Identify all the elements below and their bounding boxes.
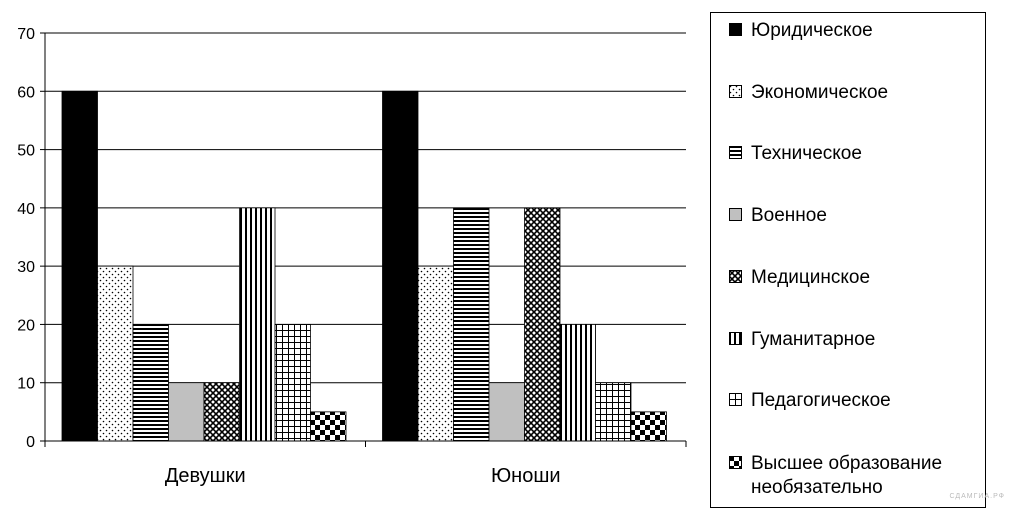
bar [595,382,632,442]
legend-label: Педагогическое [751,390,891,411]
legend-item: Педагогическое [729,389,979,413]
bar [559,324,596,442]
legend: Юридическое Экономическое Техническое Военн… [710,12,986,508]
bar [239,207,276,442]
legend-swatch [729,146,742,159]
bar [310,411,347,442]
legend-label: Гуманитарное [751,329,876,350]
bar [203,382,240,442]
legend-swatch [729,85,742,98]
legend-swatch [729,332,742,345]
legend-label: Медицинское [751,267,871,288]
legend-swatch [729,208,742,221]
legend-item: Техническое [729,142,979,166]
legend-item: Гуманитарное [729,328,979,352]
bar [630,411,667,442]
bar [488,382,525,442]
y-tick-label: 0 [26,434,35,451]
watermark: СДАМГИА.РФ [949,493,1005,500]
legend-label: Техническое [751,143,862,164]
y-tick-label: 30 [17,259,35,276]
bar [61,90,98,442]
legend-swatch [729,456,742,469]
legend-swatch [729,23,742,36]
legend-label: Высшее образование необязательно [751,453,943,498]
bar [97,265,134,442]
chart: 0 10 20 30 40 50 60 70 Девушки Юноши [17,26,687,487]
bar [168,382,205,442]
x-tick-label: Юноши [491,465,561,487]
legend-item: Медицинское [729,266,979,290]
legend-label: Военное [751,205,827,226]
y-tick-label: 40 [17,201,35,218]
y-tick-label: 20 [17,317,35,334]
legend-item: Военное [729,204,979,228]
legend-swatch [729,270,742,283]
legend-item: Экономическое [729,81,979,105]
legend-item: Юридическое [729,19,979,43]
legend-swatch [729,393,742,406]
x-tick-label: Девушки [165,465,246,487]
bar [274,324,311,442]
bar [382,90,419,442]
legend-label: Юридическое [751,20,873,41]
bar [453,207,490,442]
y-tick-label: 70 [17,26,35,43]
bar [524,207,561,442]
y-tick-label: 50 [17,143,35,160]
y-tick-label: 10 [17,376,35,393]
legend-label: Экономическое [751,82,889,103]
bar [417,265,454,442]
bar [132,324,169,442]
legend-item: Высшее образование необязательно [729,452,979,500]
y-tick-label: 60 [17,84,35,101]
